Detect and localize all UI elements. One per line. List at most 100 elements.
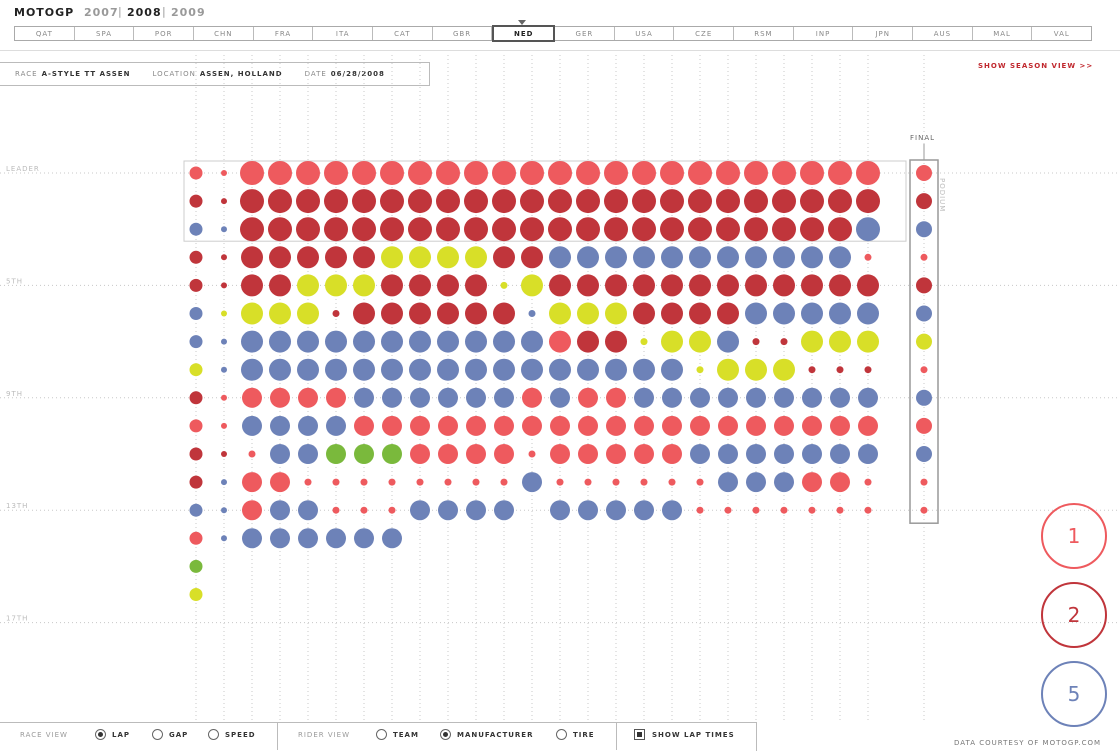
lap-position-dot[interactable] <box>528 450 536 458</box>
race-tab-ned[interactable]: NED <box>492 25 556 42</box>
lap-position-dot[interactable] <box>801 330 823 353</box>
lap-position-dot[interactable] <box>221 338 227 345</box>
lap-position-dot[interactable] <box>549 330 571 353</box>
lap-position-dot[interactable] <box>410 415 430 436</box>
race-tab-cat[interactable]: CAT <box>373 27 433 40</box>
lap-position-dot[interactable] <box>269 330 291 353</box>
lap-position-dot[interactable] <box>437 330 459 353</box>
lap-position-dot[interactable] <box>858 444 878 464</box>
lap-position-dot[interactable] <box>493 302 515 325</box>
lap-position-dot[interactable] <box>858 415 878 436</box>
lap-position-dot[interactable] <box>772 217 796 242</box>
lap-position-dot[interactable] <box>352 161 376 185</box>
lap-position-dot[interactable] <box>464 189 488 214</box>
lap-position-dot[interactable] <box>864 253 872 261</box>
lap-position-dot[interactable] <box>296 217 320 242</box>
lap-position-dot[interactable] <box>297 246 319 269</box>
lap-position-dot[interactable] <box>521 246 543 269</box>
option-manufacturer-label[interactable]: MANUFACTURER <box>457 731 534 739</box>
lap-position-dot[interactable] <box>744 217 768 242</box>
lap-position-dot[interactable] <box>521 274 543 297</box>
lap-position-dot[interactable] <box>354 415 374 436</box>
lap-position-dot[interactable] <box>221 422 227 429</box>
lap-position-dot[interactable] <box>717 358 739 381</box>
lap-position-dot[interactable] <box>492 217 516 242</box>
lap-position-dot[interactable] <box>605 358 627 381</box>
lap-position-dot[interactable] <box>773 358 795 381</box>
race-tab-gbr[interactable]: GBR <box>433 27 493 40</box>
lap-position-dot[interactable] <box>633 274 655 297</box>
lap-position-dot[interactable] <box>332 506 340 514</box>
lap-position-dot[interactable] <box>632 189 656 214</box>
lap-position-dot[interactable] <box>221 535 227 542</box>
lap-position-dot[interactable] <box>550 444 570 464</box>
lap-position-dot[interactable] <box>500 281 508 289</box>
lap-position-dot[interactable] <box>297 302 319 325</box>
lap-position-dot[interactable] <box>221 507 227 514</box>
lap-position-dot[interactable] <box>550 387 570 408</box>
final-position-dot[interactable] <box>916 417 932 434</box>
lap-position-dot[interactable] <box>752 338 760 346</box>
lap-position-dot[interactable] <box>388 506 396 514</box>
lap-position-dot[interactable] <box>297 274 319 297</box>
radio-speed[interactable] <box>208 729 219 740</box>
lap-position-dot[interactable] <box>633 358 655 381</box>
lap-position-dot[interactable] <box>332 478 340 486</box>
lap-position-dot[interactable] <box>718 387 738 408</box>
lap-position-dot[interactable] <box>689 330 711 353</box>
race-tab-cze[interactable]: CZE <box>674 27 735 40</box>
lap-position-dot[interactable] <box>270 387 290 408</box>
radio-manufacturer[interactable] <box>440 729 451 740</box>
lap-position-dot[interactable] <box>521 330 543 353</box>
lap-position-dot[interactable] <box>472 478 480 486</box>
lap-position-dot[interactable] <box>381 358 403 381</box>
lap-position-dot[interactable] <box>354 528 374 549</box>
lap-position-dot[interactable] <box>774 387 794 408</box>
lap-position-dot[interactable] <box>605 330 627 353</box>
lap-position-dot[interactable] <box>640 338 648 346</box>
lap-position-dot[interactable] <box>549 358 571 381</box>
lap-position-dot[interactable] <box>660 189 684 214</box>
lap-position-dot[interactable] <box>717 274 739 297</box>
year-2009[interactable]: 2009 <box>171 6 206 19</box>
lap-position-dot[interactable] <box>830 387 850 408</box>
lap-position-dot[interactable] <box>773 246 795 269</box>
lap-position-dot[interactable] <box>577 274 599 297</box>
lap-position-dot[interactable] <box>410 387 430 408</box>
lap-position-dot[interactable] <box>584 478 592 486</box>
lap-position-dot[interactable] <box>612 478 620 486</box>
lap-position-dot[interactable] <box>353 358 375 381</box>
final-position-dot[interactable] <box>920 478 928 486</box>
lap-position-dot[interactable] <box>606 500 626 521</box>
lap-position-dot[interactable] <box>549 246 571 269</box>
race-tab-val[interactable]: VAL <box>1053 29 1070 38</box>
lap-position-dot[interactable] <box>382 387 402 408</box>
lap-position-dot[interactable] <box>605 246 627 269</box>
lap-position-dot[interactable] <box>528 310 536 317</box>
lap-position-dot[interactable] <box>752 506 760 514</box>
race-tab-ita[interactable]: ITA <box>313 27 374 40</box>
lap-position-dot[interactable] <box>746 387 766 408</box>
lap-position-dot[interactable] <box>410 500 430 521</box>
lap-position-dot[interactable] <box>353 302 375 325</box>
lap-position-dot[interactable] <box>744 161 768 185</box>
lap-position-dot[interactable] <box>802 472 822 493</box>
lap-position-dot[interactable] <box>189 307 203 320</box>
lap-position-dot[interactable] <box>718 415 738 436</box>
lap-position-dot[interactable] <box>380 189 404 214</box>
lap-position-dot[interactable] <box>438 500 458 521</box>
lap-position-dot[interactable] <box>856 161 880 185</box>
final-position-dot[interactable] <box>916 333 932 350</box>
lap-position-dot[interactable] <box>269 302 291 325</box>
lap-position-dot[interactable] <box>436 189 460 214</box>
lap-position-dot[interactable] <box>269 246 291 269</box>
final-position-dot[interactable] <box>916 277 932 294</box>
lap-position-dot[interactable] <box>800 217 824 242</box>
lap-position-dot[interactable] <box>324 217 348 242</box>
lap-position-dot[interactable] <box>724 506 732 514</box>
lap-position-dot[interactable] <box>494 387 514 408</box>
lap-position-dot[interactable] <box>382 415 402 436</box>
lap-position-dot[interactable] <box>221 451 227 457</box>
lap-position-dot[interactable] <box>189 531 203 545</box>
lap-position-dot[interactable] <box>465 246 487 269</box>
